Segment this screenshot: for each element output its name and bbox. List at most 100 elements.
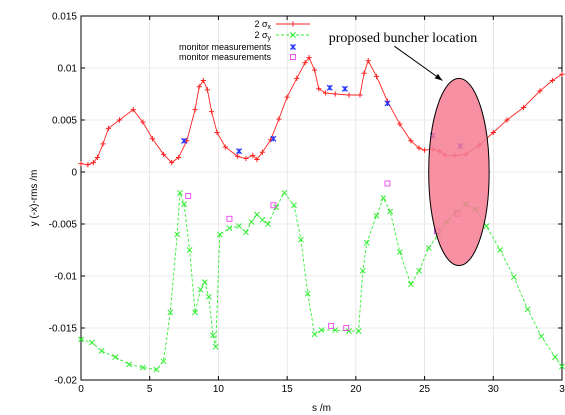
x-tick-label-5: 25 — [419, 384, 431, 395]
point-s1-0 — [78, 336, 84, 343]
point-s1-37 — [359, 267, 366, 274]
point-s0-30 — [302, 60, 308, 66]
point-s1-3 — [112, 354, 119, 361]
point-s1-1 — [89, 339, 95, 346]
point-s1-45 — [425, 244, 432, 251]
point-s0-13 — [184, 138, 190, 144]
point-s1-18 — [212, 343, 219, 350]
point-s2-1 — [236, 148, 243, 155]
point-s1-31 — [304, 290, 311, 297]
point-s0-19 — [214, 129, 220, 136]
point-s1-15 — [201, 279, 208, 286]
point-s1-10 — [176, 189, 183, 196]
point-s0-57 — [559, 71, 565, 77]
legend-label-sub-1: y — [268, 35, 272, 42]
point-s0-16 — [200, 77, 206, 84]
legend-marker-1 — [290, 32, 296, 38]
y-axis-label: y (-x)-rms /m — [29, 170, 40, 227]
point-s2-3 — [326, 84, 333, 91]
x-tick-label-2: 10 — [213, 384, 225, 395]
point-s1-54 — [524, 306, 531, 313]
point-s1-19 — [216, 231, 223, 238]
point-s0-55 — [537, 88, 543, 94]
point-s0-40 — [373, 73, 380, 79]
legend-marker-3 — [290, 54, 296, 60]
point-s1-2 — [98, 347, 105, 354]
y-tick-label-1: 0.01 — [58, 64, 78, 75]
point-s0-56 — [549, 77, 555, 84]
buncher-ellipse — [428, 77, 490, 267]
point-s0-9 — [149, 136, 156, 142]
point-s1-26 — [264, 221, 271, 227]
point-s0-53 — [504, 117, 510, 123]
series-0 — [78, 55, 565, 168]
point-s0-11 — [169, 160, 175, 166]
point-s1-57 — [559, 363, 565, 370]
point-s0-14 — [192, 107, 198, 113]
point-s1-32 — [311, 331, 318, 338]
y-tick-label-2: 0.005 — [52, 116, 77, 127]
point-s1-40 — [380, 195, 387, 201]
point-s1-35 — [346, 328, 352, 335]
series-3 — [185, 180, 461, 331]
point-s1-51 — [483, 223, 490, 230]
x-tick-label-1: 5 — [147, 384, 153, 395]
point-s1-41 — [387, 208, 394, 215]
point-s3-4 — [343, 325, 350, 331]
point-s1-28 — [281, 189, 288, 196]
y-tick-label-3: 0 — [71, 168, 77, 179]
point-s1-29 — [291, 202, 297, 209]
point-s0-29 — [294, 75, 300, 81]
point-s0-17 — [204, 87, 211, 93]
point-s1-8 — [167, 309, 174, 316]
point-s0-31 — [306, 55, 312, 61]
point-s0-33 — [316, 86, 322, 92]
point-s0-34 — [323, 90, 329, 96]
point-s0-20 — [222, 144, 228, 150]
point-s0-36 — [346, 92, 352, 98]
point-s0-6 — [116, 117, 123, 123]
point-s1-14 — [197, 286, 204, 293]
axis-ticks: 0 5 10 15 20 25 30 3 0.015 0.01 0.005 0 -0.005 -0.01 -… — [49, 12, 565, 396]
point-s0-7 — [130, 107, 136, 113]
point-s1-13 — [192, 309, 199, 316]
point-s1-44 — [416, 267, 423, 274]
legend-label-2: monitor measurements — [179, 42, 272, 52]
point-s1-25 — [259, 216, 266, 223]
annotation-label: proposed buncher location — [329, 31, 478, 46]
y-tick-label-0: 0.015 — [52, 12, 77, 23]
point-s0-45 — [421, 147, 428, 153]
x-tick-label-7: 3 — [559, 384, 565, 395]
y-tick-label-7: -0.02 — [54, 376, 77, 387]
point-s0-28 — [284, 94, 290, 100]
point-s0-0 — [78, 161, 84, 167]
point-s1-5 — [139, 364, 146, 371]
point-s1-56 — [552, 354, 559, 361]
point-s0-44 — [416, 145, 422, 151]
point-s0-39 — [365, 58, 371, 64]
point-s2-2 — [270, 135, 277, 142]
point-s0-22 — [243, 155, 249, 162]
point-s2-0 — [181, 137, 188, 144]
legend-label-1: 2 σy — [254, 30, 271, 42]
annotation-arrow-head — [434, 73, 443, 81]
x-tick-label-3: 15 — [282, 384, 294, 395]
point-s0-37 — [357, 92, 363, 98]
point-s1-30 — [297, 236, 304, 243]
point-s0-54 — [520, 104, 527, 111]
point-s1-33 — [318, 327, 325, 334]
x-tick-label-4: 20 — [350, 384, 362, 395]
point-s1-20 — [226, 225, 233, 232]
point-s0-24 — [254, 156, 260, 163]
point-s1-38 — [363, 239, 370, 246]
grid — [80, 15, 563, 381]
point-s0-27 — [276, 116, 282, 122]
point-s0-1 — [85, 162, 91, 168]
y-tick-label-5: -0.01 — [54, 272, 77, 283]
point-s0-5 — [105, 125, 112, 131]
point-s3-5 — [384, 180, 391, 187]
series-1 — [78, 189, 565, 373]
y-tick-label-6: -0.015 — [49, 324, 78, 335]
